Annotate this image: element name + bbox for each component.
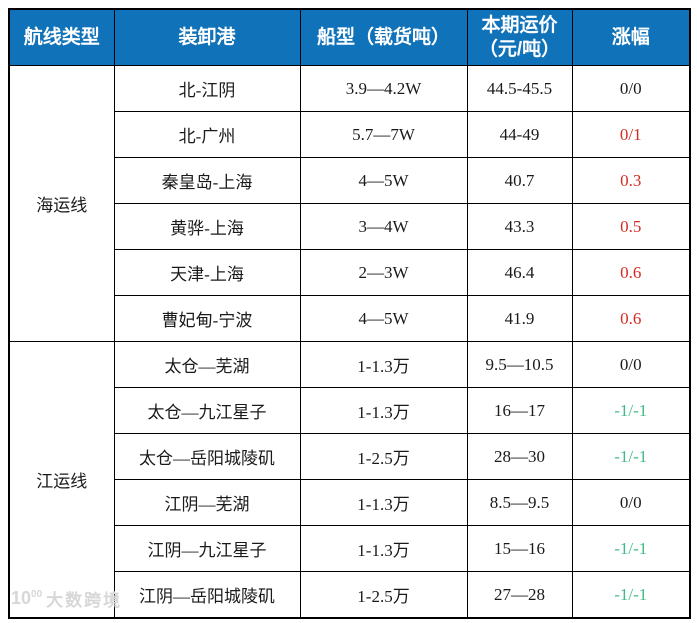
header-rate: 本期运价 （元/吨） [466,8,573,66]
rate-cell: 28—30 [466,433,573,480]
table-row: 太仓—岳阳城陵矶 1-2.5万 28—30 -1/-1 [9,433,691,480]
port-cell: 曹妃甸-宁波 [113,295,301,342]
change-cell: 0.3 [571,157,691,204]
table-row: 江阴—九江星子 1-1.3万 15—16 -1/-1 [9,525,691,572]
change-cell: -1/-1 [571,433,691,480]
ship-type-cell: 1-1.3万 [299,525,468,572]
change-cell: -1/-1 [571,387,691,434]
rate-cell: 9.5—10.5 [466,341,573,388]
table-row: 曹妃甸-宁波 4—5W 41.9 0.6 [9,295,691,342]
port-cell: 江阴—九江星子 [113,525,301,572]
change-cell: 0/0 [571,479,691,526]
port-cell: 黄骅-上海 [113,203,301,250]
rate-cell: 8.5—9.5 [466,479,573,526]
route-type-sea: 海运线 [8,65,115,342]
change-cell: 0.6 [571,249,691,296]
rate-cell: 43.3 [466,203,573,250]
rate-cell: 44.5-45.5 [466,65,573,112]
ship-type-cell: 1-1.3万 [299,479,468,526]
port-cell: 太仓—岳阳城陵矶 [113,433,301,480]
ship-type-cell: 3—4W [299,203,468,250]
table-row: 北-广州 5.7—7W 44-49 0/1 [9,111,691,158]
ship-type-cell: 1-2.5万 [299,571,468,619]
port-cell: 秦皇岛-上海 [113,157,301,204]
header-rate-line2: （元/吨） [478,38,561,60]
change-cell: -1/-1 [571,571,691,619]
change-cell: 0.5 [571,203,691,250]
change-cell: 0.6 [571,295,691,342]
ship-type-cell: 1-1.3万 [299,341,468,388]
freight-rate-table: 航线类型 装卸港 船型（载货吨） 本期运价 （元/吨） 涨幅 海运线 北-江阴 … [8,8,691,619]
table-row: 海运线 北-江阴 3.9—4.2W 44.5-45.5 0/0 [8,65,691,342]
port-cell: 太仓—芜湖 [113,341,301,388]
port-cell: 北-广州 [113,111,301,158]
rate-cell: 15—16 [466,525,573,572]
table-row: 江阴—岳阳城陵矶 1-2.5万 27—28 -1/-1 [9,571,691,619]
change-cell: 0/0 [571,341,691,388]
rate-cell: 46.4 [466,249,573,296]
route-type-river: 江运线 [8,341,115,619]
port-cell: 太仓—九江星子 [113,387,301,434]
table-row: 太仓—九江星子 1-1.3万 16—17 -1/-1 [9,387,691,434]
ship-type-cell: 1-2.5万 [299,433,468,480]
table-row: 黄骅-上海 3—4W 43.3 0.5 [9,203,691,250]
header-route-type: 航线类型 [8,8,115,66]
ship-type-cell: 4—5W [299,157,468,204]
ship-type-cell: 3.9—4.2W [299,65,468,112]
rate-cell: 27—28 [466,571,573,619]
header-rate-line1: 本期运价 [481,14,558,36]
ship-type-cell: 2—3W [299,249,468,296]
header-row: 航线类型 装卸港 船型（载货吨） 本期运价 （元/吨） 涨幅 [8,8,691,66]
port-cell: 江阴—芜湖 [113,479,301,526]
table-row: 天津-上海 2—3W 46.4 0.6 [9,249,691,296]
ship-type-cell: 5.7—7W [299,111,468,158]
table-row: 江阴—芜湖 1-1.3万 8.5—9.5 0/0 [9,479,691,526]
header-ship-type: 船型（载货吨） [299,8,468,66]
port-cell: 天津-上海 [113,249,301,296]
ship-type-cell: 4—5W [299,295,468,342]
rate-cell: 44-49 [466,111,573,158]
header-change: 涨幅 [571,8,691,66]
table-row: 秦皇岛-上海 4—5W 40.7 0.3 [9,157,691,204]
header-port: 装卸港 [113,8,301,66]
rate-cell: 41.9 [466,295,573,342]
ship-type-cell: 1-1.3万 [299,387,468,434]
port-cell: 北-江阴 [113,65,301,112]
change-cell: 0/1 [571,111,691,158]
change-cell: -1/-1 [571,525,691,572]
rate-cell: 16—17 [466,387,573,434]
port-cell: 江阴—岳阳城陵矶 [113,571,301,619]
table-row: 江运线 太仓—芜湖 1-1.3万 9.5—10.5 0/0 [8,341,691,619]
change-cell: 0/0 [571,65,691,112]
rate-cell: 40.7 [466,157,573,204]
